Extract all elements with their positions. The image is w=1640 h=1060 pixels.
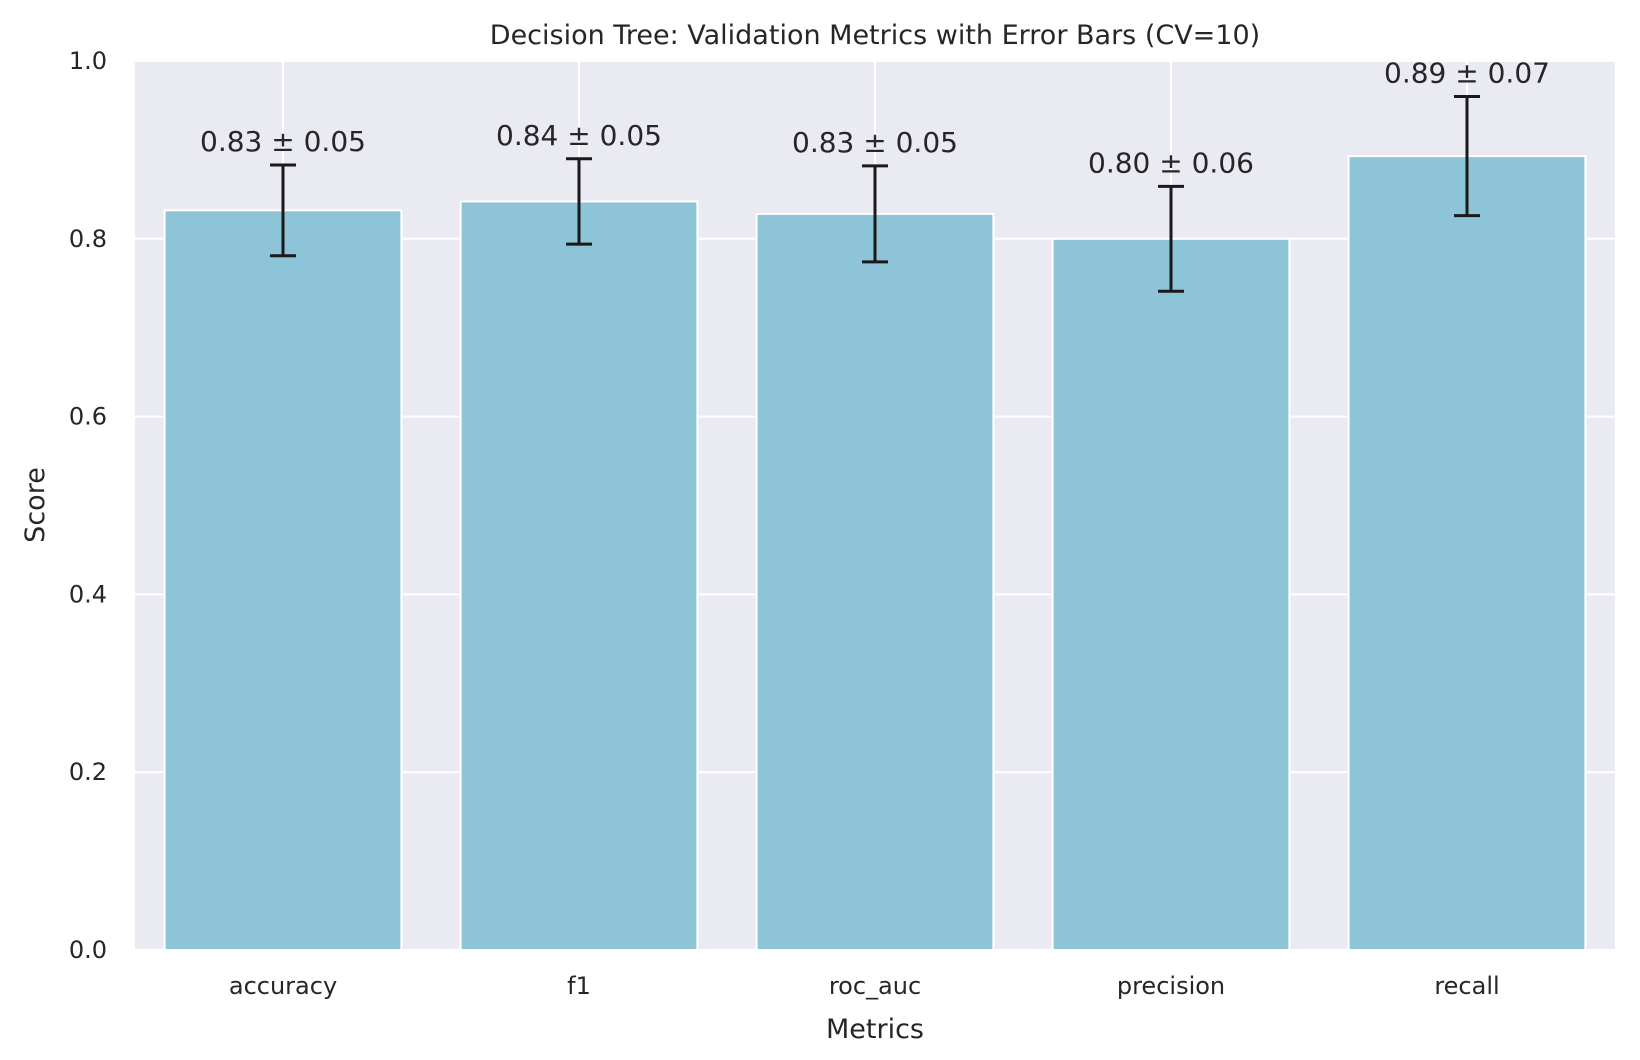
bars [163,155,1587,952]
data-label-precision: 0.80 ± 0.06 [1088,146,1254,179]
x-tick-label-accuracy: accuracy [229,972,337,1000]
x-tick-label-roc_auc: roc_auc [829,972,921,1000]
data-labels: 0.83 ± 0.05 0.84 ± 0.05 0.83 ± 0.05 0.80 ± … [200,57,1550,180]
data-label-roc_auc: 0.83 ± 0.05 [792,126,958,159]
bar-recall [1347,155,1587,952]
x-tick-labels: accuracy f1 roc_auc precision recall [229,972,1500,1000]
y-tick-label: 1.0 [69,47,107,75]
y-tick-label: 0.2 [69,758,107,786]
chart-title: Decision Tree: Validation Metrics with E… [490,20,1260,51]
y-tick-label: 0.4 [69,580,107,608]
bar-precision [1051,237,1291,952]
y-tick-label: 0.0 [69,936,107,964]
x-axis-label: Metrics [826,1014,924,1045]
error-bars [270,95,1480,293]
y-axis-label: Score [20,467,51,543]
x-tick-label-precision: precision [1117,972,1225,1000]
bar-f1 [459,200,699,952]
bar-accuracy [163,209,403,952]
x-tick-label-recall: recall [1434,972,1499,1000]
data-label-recall: 0.89 ± 0.07 [1384,57,1550,90]
y-tick-label: 0.6 [69,403,107,431]
x-tick-label-f1: f1 [567,972,591,1000]
data-label-f1: 0.84 ± 0.05 [496,119,662,152]
bar-roc_auc [755,212,995,951]
data-label-accuracy: 0.83 ± 0.05 [200,125,366,158]
y-tick-labels: 0.0 0.2 0.4 0.6 0.8 1.0 [69,47,107,964]
y-tick-label: 0.8 [69,225,107,253]
